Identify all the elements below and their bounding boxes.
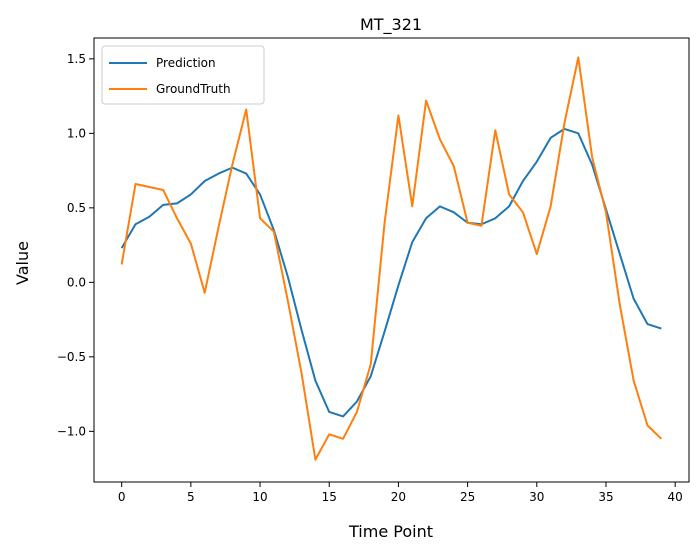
y-axis-title: Value [13,241,32,285]
y-tick-label: 1.5 [67,52,86,66]
legend: Prediction GroundTruth [101,45,265,105]
y-tick-label: 0.5 [67,201,86,215]
x-tick-label: 25 [460,490,475,504]
y-tick-label: 1.0 [67,126,86,140]
legend-label: Prediction [156,56,216,70]
x-tick-label: 20 [391,490,406,504]
y-tick-label: −1.0 [57,424,86,438]
x-tick-label: 0 [118,490,126,504]
legend-label: GroundTruth [156,82,231,96]
x-axis: 0 5 10 15 20 25 30 35 40 [118,482,683,504]
plot-frame [93,37,690,483]
plot-area [93,37,690,483]
chart-title: MT_321 [360,15,422,35]
x-tick-label: 30 [529,490,544,504]
x-tick-label: 40 [668,490,683,504]
x-tick-label: 5 [187,490,195,504]
y-tick-label: −0.5 [57,350,86,364]
x-tick-label: 10 [252,490,267,504]
y-tick-label: 0.0 [67,275,86,289]
x-tick-label: 35 [598,490,613,504]
series-line-groundtruth [120,56,663,461]
series-line-prediction [120,127,662,418]
x-axis-title: Time Point [348,522,433,541]
y-axis: −1.0 −0.5 0.0 0.5 1.0 1.5 [57,52,94,438]
x-tick-label: 15 [322,490,337,504]
